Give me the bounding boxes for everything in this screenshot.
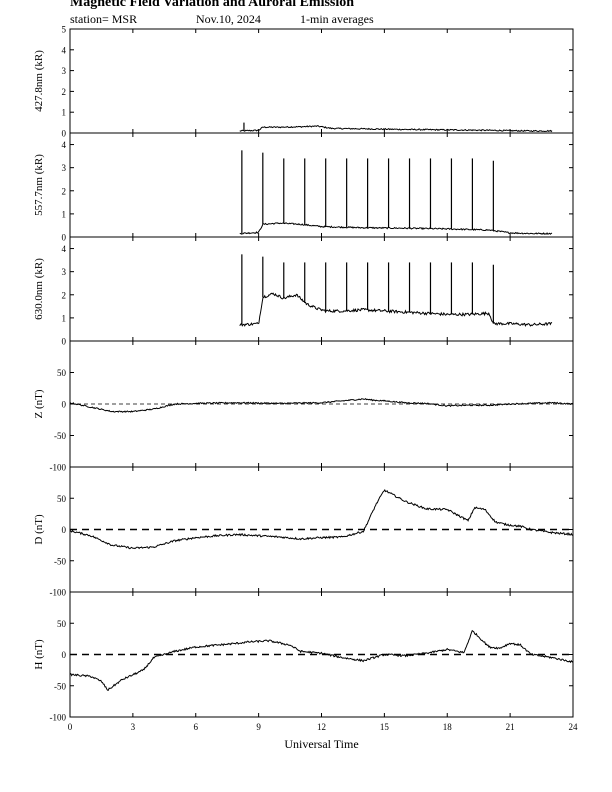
pD-ytick-label: -50 (54, 556, 66, 566)
pD-series-line (69, 489, 574, 550)
p4278-ytick-label: 3 (62, 66, 67, 76)
p6300-ytick-label: 0 (62, 337, 67, 347)
averaging-label: 1-min averages (300, 12, 374, 26)
xtick-label: 24 (569, 722, 579, 732)
pD-ytick-label: 0 (62, 525, 67, 535)
xtick-label: 12 (317, 722, 326, 732)
p5577-ytick-label: 3 (62, 163, 67, 173)
p4278-ytick-label: 5 (62, 25, 67, 35)
p4278-ytick-label: 0 (62, 129, 67, 139)
p6300-series-line (239, 292, 553, 327)
p4278-ylabel: 427.8nm (kR) (33, 50, 45, 112)
pD-ylabel: D (nT) (33, 514, 45, 545)
p5577-ytick-label: 4 (62, 140, 67, 150)
pH-ytick-label: 0 (62, 650, 67, 660)
p6300-frame (69, 236, 574, 342)
pD-ytick-label: -100 (50, 588, 67, 598)
p4278-frame (69, 28, 574, 134)
xtick-label: 18 (443, 722, 453, 732)
pZ-ytick-label: 50 (57, 368, 67, 378)
xtick-label: 21 (506, 722, 515, 732)
chart-title: Magnetic Field Variation and Auroral Emi… (70, 0, 355, 10)
xtick-label: 15 (380, 722, 390, 732)
pH-ytick-label: 50 (57, 619, 67, 629)
p4278-ytick-label: 1 (62, 108, 67, 118)
p5577-ytick-label: 2 (62, 186, 67, 196)
pH-ytick-label: -100 (50, 713, 67, 723)
pZ-ytick-label: -100 (50, 463, 67, 473)
x-axis-label: Universal Time (284, 737, 358, 751)
p4278-series-line (239, 125, 553, 133)
xtick-label: 0 (68, 722, 73, 732)
p5577-ytick-label: 1 (62, 209, 67, 219)
p6300-ylabel: 630.0nm (kR) (33, 258, 45, 320)
xtick-label: 3 (131, 722, 136, 732)
p4278-ytick-label: 4 (62, 45, 67, 55)
p5577-ylabel: 557.7nm (kR) (33, 154, 45, 216)
pH-ytick-label: -50 (54, 681, 66, 691)
pH-ylabel: H (nT) (33, 639, 45, 670)
p6300-ytick-label: 2 (62, 290, 67, 300)
p5577-frame (69, 132, 574, 238)
p6300-ytick-label: 3 (62, 267, 67, 277)
pZ-ylabel: Z (nT) (33, 389, 45, 418)
pZ-ytick-label: 0 (62, 400, 67, 410)
p6300-ytick-label: 4 (62, 244, 67, 254)
pZ-series-line (69, 398, 574, 413)
station-label: station= MSR (70, 12, 138, 26)
xtick-label: 6 (194, 722, 199, 732)
date-label: Nov.10, 2024 (196, 12, 261, 26)
xtick-label: 9 (256, 722, 261, 732)
p5577-ytick-label: 0 (62, 233, 67, 243)
p6300-ytick-label: 1 (62, 313, 67, 323)
p4278-ytick-label: 2 (62, 87, 67, 97)
pZ-ytick-label: -50 (54, 431, 66, 441)
p5577-series-line (239, 222, 553, 235)
pD-ytick-label: 50 (57, 494, 67, 504)
pH-series-line (69, 629, 574, 691)
